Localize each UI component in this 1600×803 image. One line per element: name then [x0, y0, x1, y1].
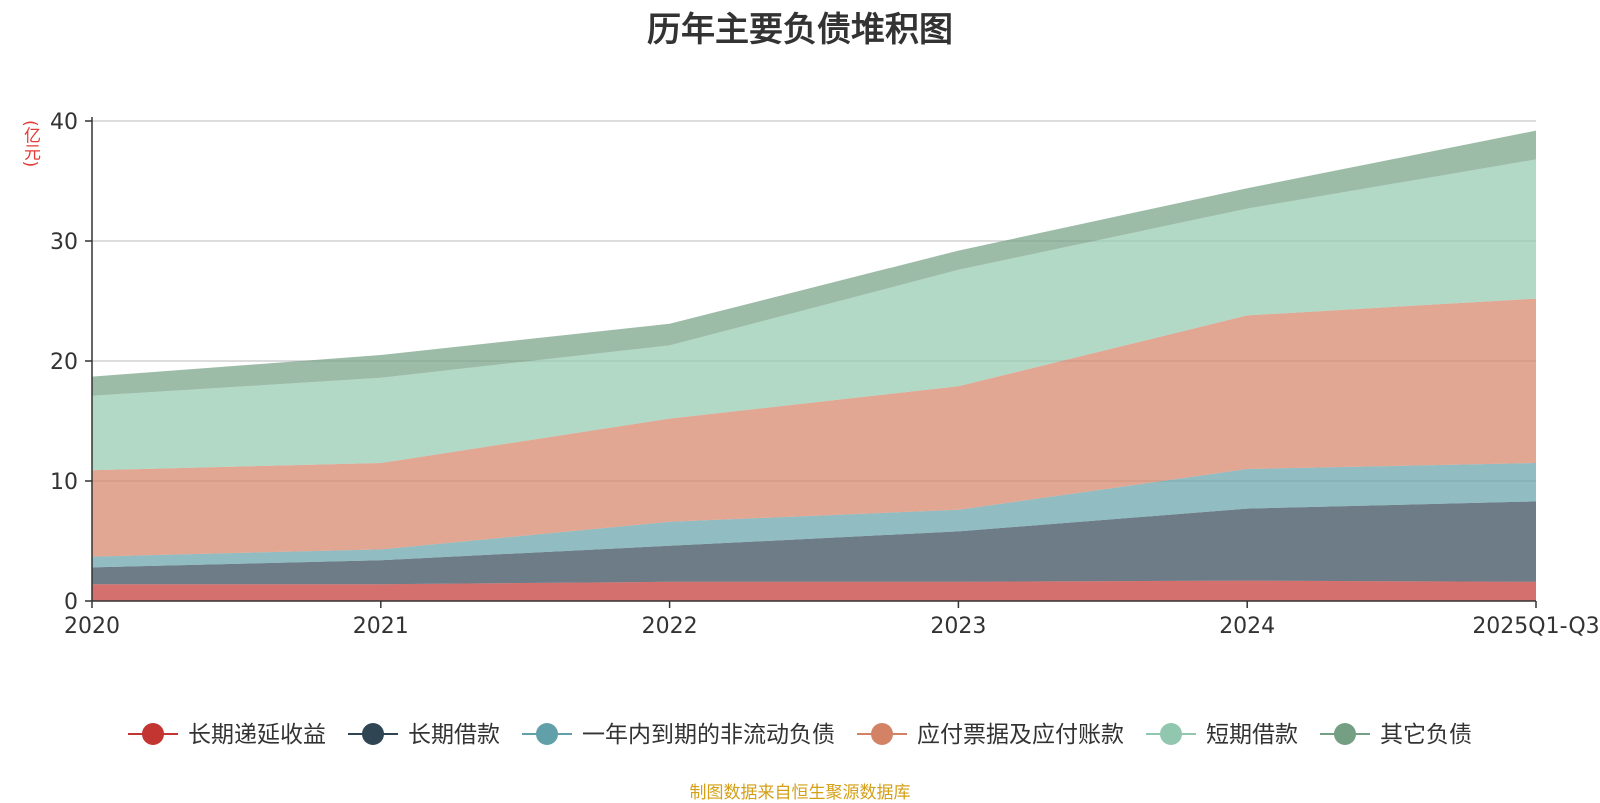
area-series-2 [92, 463, 1536, 568]
legend-marker [1160, 723, 1182, 745]
legend-marker [142, 723, 164, 745]
legend-label: 应付票据及应付账款 [917, 722, 1124, 748]
area-series [92, 130, 1536, 601]
legend-label: 一年内到期的非流动负债 [582, 722, 835, 748]
legend-item-1: 长期借款 [348, 722, 500, 748]
area-series-4 [92, 159, 1536, 471]
chart-title: 历年主要负债堆积图 [647, 10, 953, 50]
legend-label: 长期递延收益 [188, 722, 326, 748]
source-note: 制图数据来自恒生聚源数据库 [689, 783, 911, 803]
x-tick-label: 2021 [353, 614, 409, 639]
area-series-5 [92, 130, 1536, 396]
y-tick-label: 0 [64, 590, 78, 615]
legend-item-3: 应付票据及应付账款 [857, 722, 1124, 748]
y-axis-unit-label: (亿元) [20, 120, 40, 168]
x-tick-label: 2024 [1219, 614, 1275, 639]
area-series-0 [92, 580, 1536, 601]
legend-label: 短期借款 [1206, 722, 1298, 748]
legend: 长期递延收益 长期借款 一年内到期的非流动负债 应付票据及应付账款 短期借款 其它负债 [128, 722, 1472, 748]
legend-label: 长期借款 [408, 722, 500, 748]
legend-item-4: 短期借款 [1146, 722, 1298, 748]
legend-label: 其它负债 [1380, 722, 1472, 748]
area-series-1 [92, 501, 1536, 585]
axes: 0 10 20 30 40 2020 2021 2022 2023 2024 2025Q1-Q3 [50, 110, 1600, 639]
legend-marker [536, 723, 558, 745]
legend-marker [362, 723, 384, 745]
legend-item-0: 长期递延收益 [128, 722, 326, 748]
x-tick-label: 2025Q1-Q3 [1472, 614, 1599, 639]
legend-marker [1334, 723, 1356, 745]
x-tick-label: 2022 [642, 614, 698, 639]
y-tick-label: 30 [50, 230, 78, 255]
y-tick-label: 10 [50, 470, 78, 495]
legend-marker [871, 723, 893, 745]
legend-item-2: 一年内到期的非流动负债 [522, 722, 835, 748]
area-series-3 [92, 298, 1536, 557]
legend-item-5: 其它负债 [1320, 722, 1472, 748]
y-tick-label: 20 [50, 350, 78, 375]
y-tick-label: 40 [50, 110, 78, 135]
x-tick-label: 2023 [930, 614, 986, 639]
x-tick-label: 2020 [64, 614, 120, 639]
